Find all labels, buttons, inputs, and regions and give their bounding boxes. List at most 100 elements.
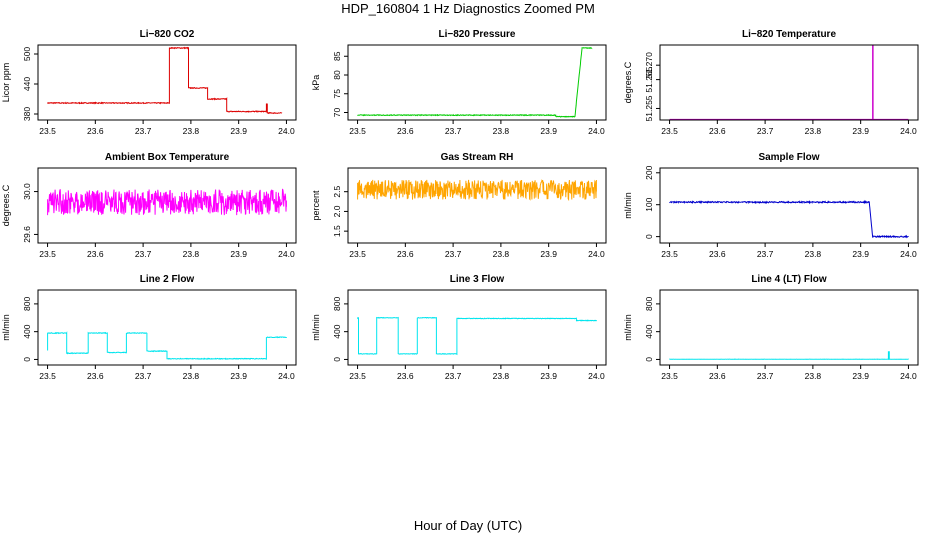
x-tick-label: 23.5 xyxy=(661,371,678,381)
series-line xyxy=(669,199,909,239)
chart-line4-flow: Line 4 (LT) Flow ml/min 23.5 23.6 23.7 23.8 23… xyxy=(623,274,919,381)
x-tick-label: 23.8 xyxy=(183,371,200,381)
x-tick-label: 23.7 xyxy=(757,371,774,381)
x-tick-label: 23.6 xyxy=(87,371,104,381)
y-tick-label: 30.0 xyxy=(22,183,32,200)
chart-title: Li−820 CO2 xyxy=(140,29,195,40)
x-tick-label: 23.8 xyxy=(493,249,510,259)
x-tick-label: 24.0 xyxy=(588,249,605,259)
x-tick-label: 23.8 xyxy=(805,371,822,381)
y-tick-label: 800 xyxy=(644,297,654,311)
series-line xyxy=(357,46,593,118)
y-tick-label: 51.255 xyxy=(644,95,654,121)
x-tick-label: 23.7 xyxy=(757,249,774,259)
x-tick-label: 23.7 xyxy=(135,371,152,381)
y-tick-label: 1.5 xyxy=(332,225,342,237)
series-line xyxy=(47,188,287,216)
y-tick-label: 400 xyxy=(644,324,654,338)
chart-sample-flow: Sample Flow ml/min 23.5 23.6 23.7 23.8 23.9 24.… xyxy=(623,152,919,259)
y-axis-label: percent xyxy=(311,190,321,221)
chart-ambient-box-temp: Ambient Box Temperature degrees.C 23.5 23.6… xyxy=(1,152,297,259)
y-tick-label: 51.265 xyxy=(644,66,654,92)
y-tick-label: 75 xyxy=(332,89,342,99)
series-line xyxy=(357,316,597,356)
chart-co2: Li−820 CO2 Licor ppm 23.5 23.6 23.7 23.8 23.9 2… xyxy=(1,29,297,136)
series-line xyxy=(669,351,909,360)
x-tick-label: 24.0 xyxy=(278,371,295,381)
series-line xyxy=(357,179,597,202)
x-tick-label: 23.6 xyxy=(709,371,726,381)
x-tick-label: 23.6 xyxy=(709,249,726,259)
x-tick-label: 23.5 xyxy=(39,249,56,259)
y-tick-label: 0 xyxy=(644,357,654,362)
x-tick-label: 23.9 xyxy=(540,126,557,136)
x-tick-label: 23.7 xyxy=(445,126,462,136)
x-tick-label: 23.6 xyxy=(397,249,414,259)
plot-frame xyxy=(347,44,607,121)
x-tick-label: 23.9 xyxy=(852,371,869,381)
chart-title: Line 2 Flow xyxy=(140,274,195,285)
x-tick-label: 23.6 xyxy=(87,126,104,136)
y-tick-label: 100 xyxy=(644,197,654,211)
x-tick-label: 23.9 xyxy=(230,249,247,259)
y-tick-label: 440 xyxy=(22,77,32,91)
plot-frame xyxy=(659,289,919,366)
x-tick-label: 23.6 xyxy=(397,126,414,136)
y-tick-label: 400 xyxy=(332,324,342,338)
chart-title: Gas Stream RH xyxy=(441,152,514,163)
x-tick-label: 23.8 xyxy=(805,126,822,136)
plot-frame xyxy=(659,44,919,121)
chart-title: Line 4 (LT) Flow xyxy=(751,274,827,285)
x-tick-label: 23.8 xyxy=(183,249,200,259)
x-tick-label: 23.9 xyxy=(852,126,869,136)
x-tick-label: 23.5 xyxy=(661,249,678,259)
x-tick-label: 23.7 xyxy=(135,249,152,259)
x-tick-label: 23.9 xyxy=(852,249,869,259)
y-tick-label: 800 xyxy=(22,297,32,311)
y-tick-label: 200 xyxy=(644,165,654,179)
x-tick-label: 23.5 xyxy=(661,126,678,136)
x-tick-label: 23.7 xyxy=(757,126,774,136)
y-tick-label: 400 xyxy=(22,324,32,338)
y-axis-label: kPa xyxy=(311,75,321,91)
y-axis-label: ml/min xyxy=(311,314,321,341)
y-tick-label: 2.0 xyxy=(332,205,342,217)
x-tick-label: 23.7 xyxy=(445,371,462,381)
x-tick-label: 23.7 xyxy=(135,126,152,136)
x-tick-label: 24.0 xyxy=(278,249,295,259)
y-axis-label: degrees.C xyxy=(1,184,11,226)
plot-frame xyxy=(37,167,297,244)
y-tick-label: 0 xyxy=(644,234,654,239)
x-tick-label: 23.6 xyxy=(709,126,726,136)
y-axis-label: degrees.C xyxy=(623,61,633,103)
chart-title: Sample Flow xyxy=(758,152,819,163)
x-tick-label: 23.7 xyxy=(445,249,462,259)
x-tick-label: 23.5 xyxy=(349,249,366,259)
y-axis-label: ml/min xyxy=(623,314,633,341)
x-tick-label: 23.8 xyxy=(805,249,822,259)
y-tick-label: 380 xyxy=(22,107,32,121)
y-tick-label: 29.6 xyxy=(22,226,32,243)
plot-frame xyxy=(347,167,607,244)
y-tick-label: 0 xyxy=(22,357,32,362)
y-axis-label: ml/min xyxy=(1,314,11,341)
x-tick-label: 24.0 xyxy=(900,371,917,381)
chart-title: Li−820 Temperature xyxy=(742,29,836,40)
series-line xyxy=(47,331,287,361)
y-tick-label: 2.5 xyxy=(332,186,342,198)
x-tick-label: 24.0 xyxy=(900,249,917,259)
chart-line2-flow: Line 2 Flow ml/min 23.5 23.6 23.7 23.8 23.9 24.… xyxy=(1,274,297,381)
chart-line3-flow: Line 3 Flow ml/min 23.5 23.6 23.7 23.8 23.9 24.… xyxy=(311,274,607,381)
x-tick-label: 23.6 xyxy=(87,249,104,259)
x-tick-label: 24.0 xyxy=(278,126,295,136)
y-axis-label: ml/min xyxy=(623,192,633,219)
plot-frame xyxy=(37,44,297,121)
x-tick-label: 23.8 xyxy=(493,371,510,381)
plot-frame xyxy=(659,167,919,244)
x-tick-label: 23.8 xyxy=(493,126,510,136)
x-tick-label: 23.5 xyxy=(349,126,366,136)
x-tick-label: 23.9 xyxy=(540,249,557,259)
series-line xyxy=(47,46,283,115)
x-tick-label: 23.6 xyxy=(397,371,414,381)
